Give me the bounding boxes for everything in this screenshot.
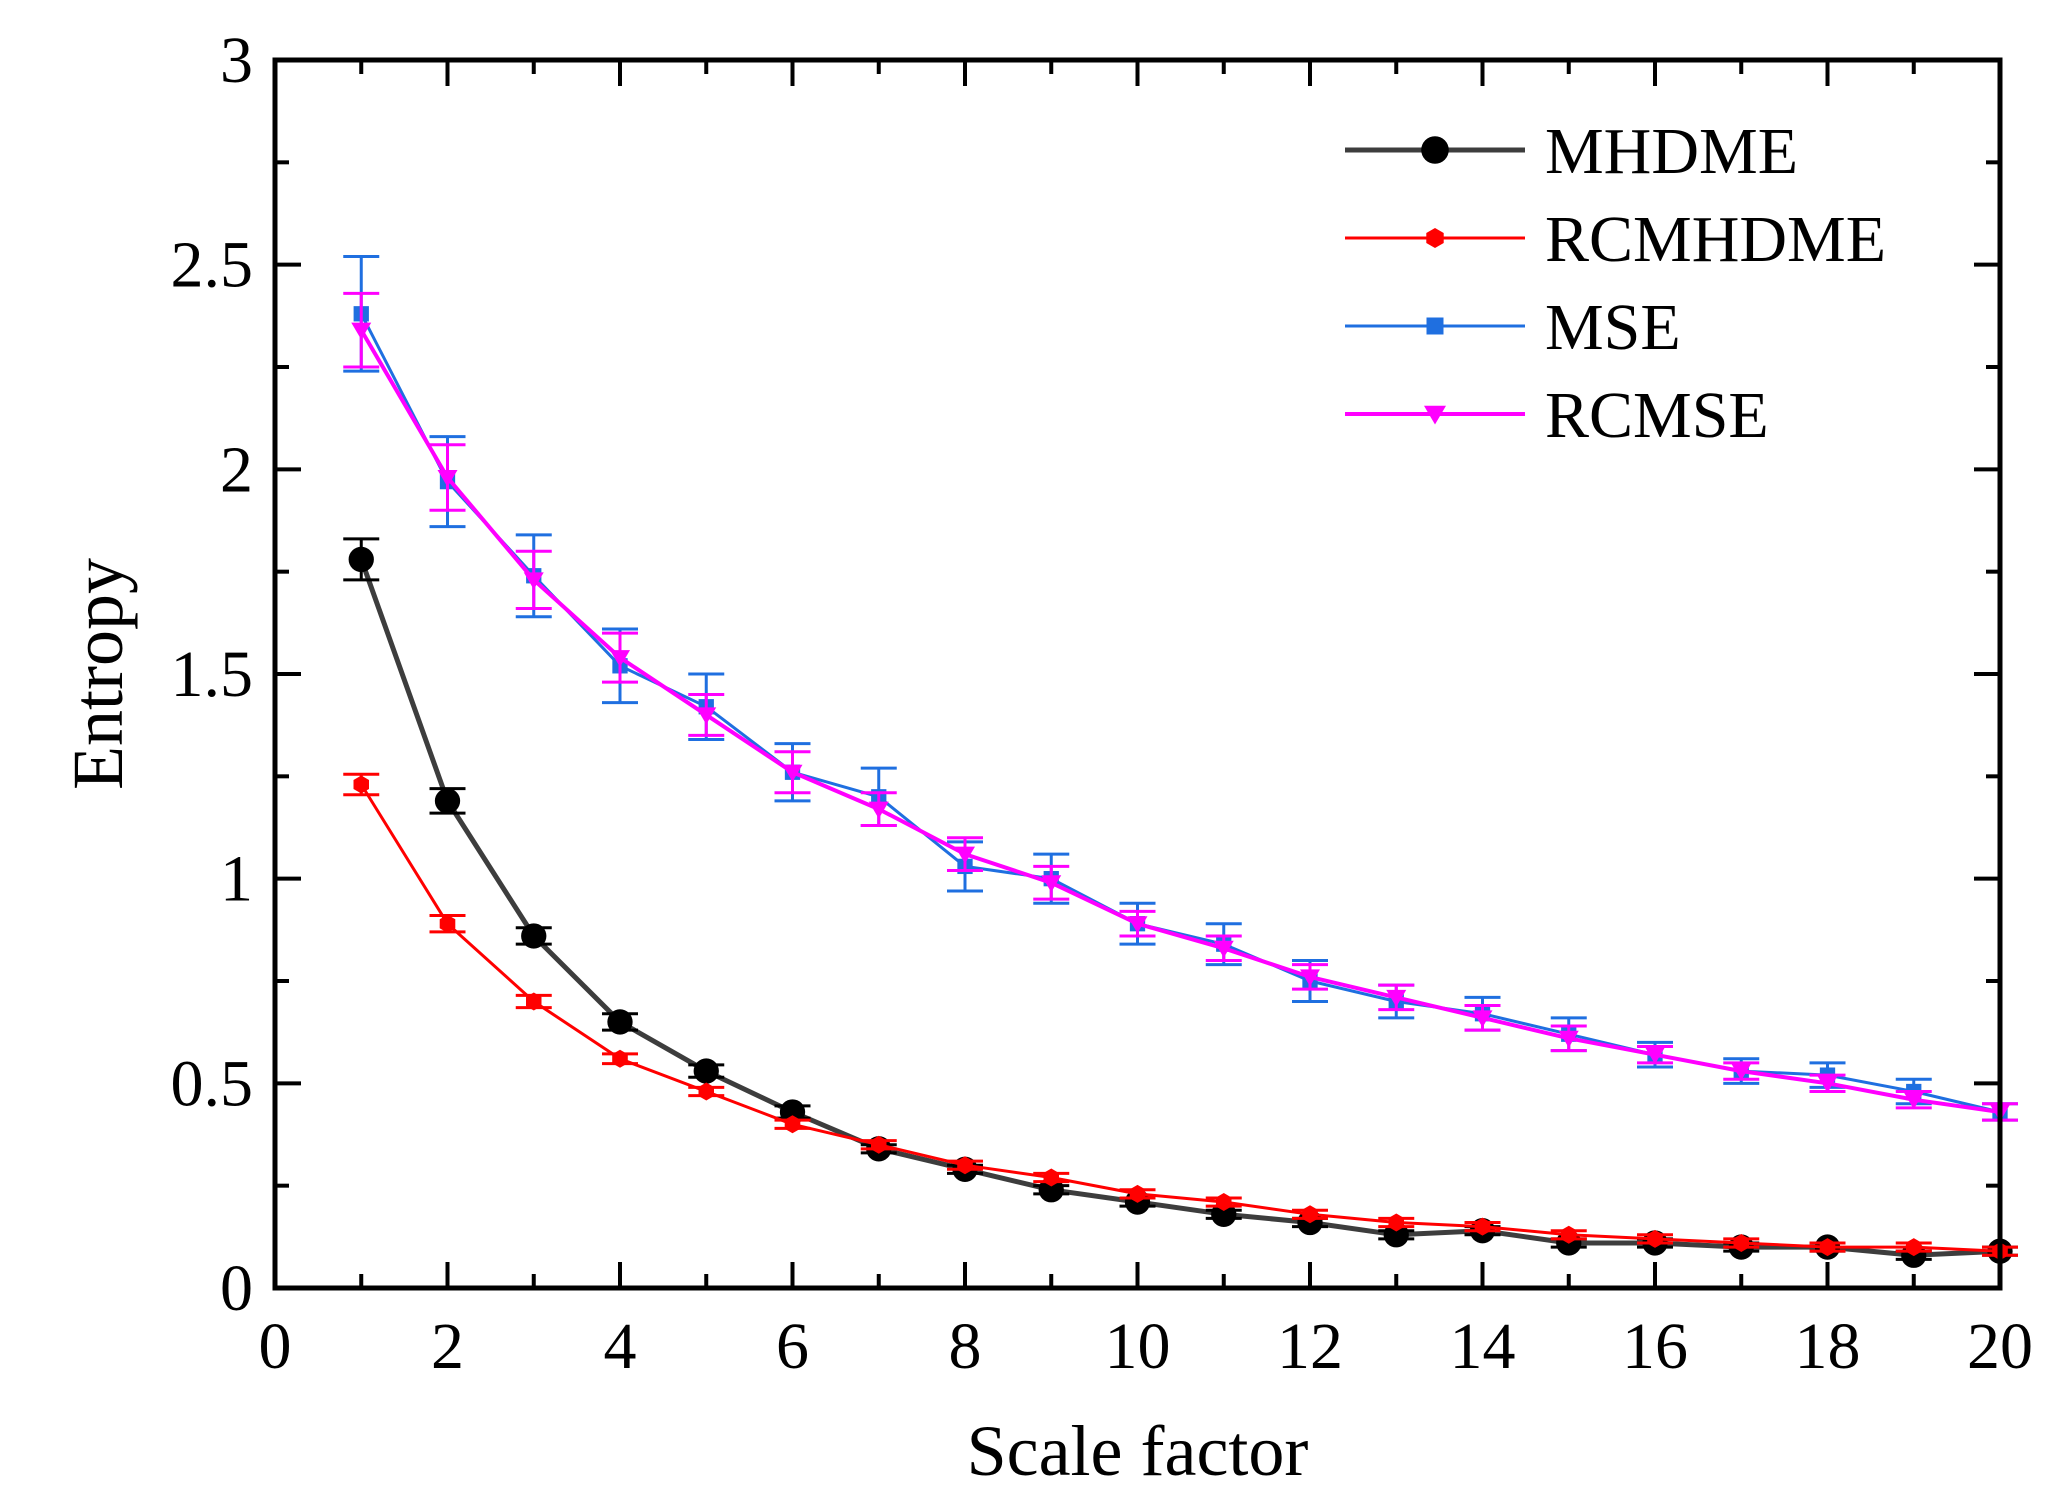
data-point bbox=[782, 764, 803, 782]
y-tick-label: 1.5 bbox=[171, 638, 254, 711]
data-point bbox=[1129, 1184, 1146, 1203]
data-point bbox=[1216, 1193, 1232, 1211]
data-point bbox=[607, 1009, 633, 1035]
data-point bbox=[1127, 916, 1148, 934]
data-point bbox=[351, 322, 372, 340]
legend: MHDME RCMHDME MSE RCMSE bbox=[1345, 115, 1886, 452]
x-tick-label: 4 bbox=[604, 1310, 637, 1383]
data-point bbox=[1906, 1238, 1922, 1257]
data-point bbox=[348, 546, 374, 573]
axis-ticks: 0 2 4 6 8 10 12 14 16 18 20 0 0.5 1 1.5 2 2.5 3 bbox=[171, 24, 2034, 1383]
data-point bbox=[696, 707, 717, 725]
data-point bbox=[1302, 1205, 1318, 1224]
legend-label: MHDME bbox=[1545, 115, 1798, 188]
x-tick-label: 18 bbox=[1795, 1310, 1861, 1383]
data-point bbox=[521, 923, 547, 949]
data-point bbox=[1819, 1238, 1836, 1257]
data-point bbox=[1472, 1010, 1493, 1028]
series-layer bbox=[343, 254, 2018, 1268]
x-tick-label: 20 bbox=[1967, 1310, 2033, 1383]
legend-item-mse: MSE bbox=[1345, 291, 1681, 364]
y-tick-label: 3 bbox=[220, 24, 253, 97]
legend-item-mhdme: MHDME bbox=[1345, 115, 1798, 188]
data-point bbox=[1383, 1222, 1409, 1248]
data-point bbox=[1558, 1030, 1579, 1048]
data-point bbox=[1043, 1168, 1059, 1187]
data-point bbox=[526, 992, 542, 1011]
series-rcmse bbox=[343, 291, 2018, 1122]
data-point bbox=[1647, 1229, 1663, 1248]
data-point bbox=[434, 788, 461, 814]
x-tick-label: 12 bbox=[1277, 1310, 1343, 1383]
data-point bbox=[693, 1058, 719, 1084]
data-point bbox=[1388, 1213, 1404, 1232]
y-tick-label: 0 bbox=[220, 1252, 253, 1325]
data-point bbox=[1733, 1234, 1749, 1252]
data-point bbox=[1421, 136, 1449, 164]
data-point bbox=[871, 1135, 887, 1154]
x-tick-label: 16 bbox=[1622, 1310, 1688, 1383]
data-point bbox=[612, 1049, 628, 1068]
x-tick-label: 10 bbox=[1105, 1310, 1171, 1383]
legend-label: RCMHDME bbox=[1545, 203, 1886, 276]
y-tick-label: 1 bbox=[220, 843, 253, 916]
y-tick-label: 2 bbox=[220, 433, 253, 506]
data-point bbox=[1645, 1047, 1665, 1065]
data-point bbox=[1474, 1217, 1491, 1236]
y-tick-label: 2.5 bbox=[171, 229, 254, 302]
data-point bbox=[1426, 228, 1444, 248]
y-axis-title: Entropy bbox=[58, 558, 138, 790]
data-point bbox=[610, 650, 630, 668]
data-point bbox=[1731, 1063, 1752, 1081]
x-tick-label: 8 bbox=[949, 1310, 982, 1383]
legend-item-rcmhdme: RCMHDME bbox=[1345, 203, 1886, 276]
data-point bbox=[1561, 1225, 1577, 1244]
series-rcmhdme bbox=[343, 772, 2018, 1261]
legend-label: MSE bbox=[1545, 291, 1681, 364]
data-point bbox=[698, 1082, 714, 1101]
x-axis-title: Scale factor bbox=[967, 1411, 1309, 1491]
data-point bbox=[955, 846, 975, 864]
legend-label: RCMSE bbox=[1545, 379, 1769, 452]
data-point bbox=[1211, 1201, 1237, 1227]
series-line bbox=[360, 783, 2001, 1253]
x-tick-label: 14 bbox=[1450, 1310, 1516, 1383]
data-point bbox=[439, 914, 456, 933]
data-point bbox=[353, 775, 369, 794]
series-line bbox=[358, 558, 2001, 1258]
series-line bbox=[359, 329, 2001, 1114]
data-point bbox=[784, 1115, 801, 1134]
y-tick-label: 0.5 bbox=[171, 1047, 254, 1120]
data-point bbox=[1817, 1075, 1838, 1093]
data-point bbox=[868, 801, 889, 819]
data-point bbox=[437, 470, 458, 488]
x-tick-label: 0 bbox=[259, 1310, 292, 1383]
legend-item-rcmse: RCMSE bbox=[1345, 379, 1769, 452]
x-tick-label: 6 bbox=[776, 1310, 809, 1383]
x-tick-label: 2 bbox=[431, 1310, 464, 1383]
series-mhdme bbox=[343, 537, 2018, 1268]
data-point bbox=[523, 572, 544, 590]
data-point bbox=[1038, 1177, 1064, 1203]
data-point bbox=[957, 1156, 973, 1175]
data-point bbox=[1426, 317, 1444, 335]
data-point bbox=[1424, 405, 1446, 425]
data-point bbox=[779, 1099, 806, 1125]
data-point bbox=[1041, 875, 1062, 893]
data-point bbox=[1386, 989, 1407, 1007]
data-point bbox=[1903, 1092, 1924, 1110]
data-point bbox=[1213, 940, 1234, 958]
data-point bbox=[1300, 969, 1320, 987]
